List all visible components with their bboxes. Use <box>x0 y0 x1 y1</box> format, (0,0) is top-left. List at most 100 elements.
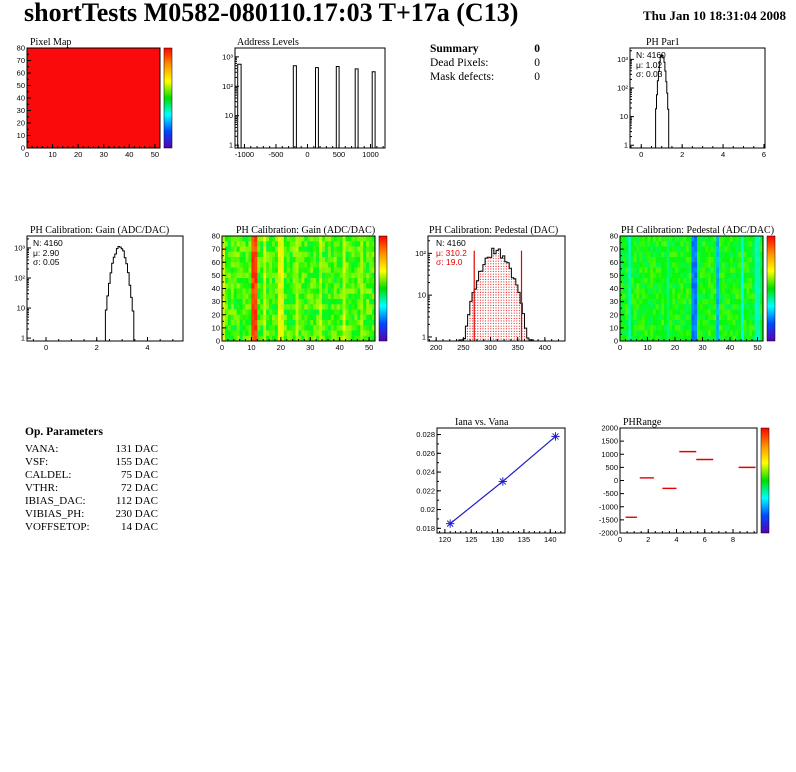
stat-entries: N: 4160 <box>636 50 666 60</box>
op-parameters-block: Op. Parameters VANA: 131 DAC VSF: 155 DAC … <box>25 426 158 534</box>
svg-text:10: 10 <box>418 291 426 300</box>
op-param-value: 131 DAC <box>115 443 158 455</box>
svg-text:1: 1 <box>21 334 25 343</box>
svg-text:0: 0 <box>305 150 309 159</box>
svg-text:0: 0 <box>25 150 29 159</box>
chart-title-pedestal-hist: PH Calibration: Pedestal (DAC) <box>429 225 559 236</box>
svg-text:1000: 1000 <box>362 150 379 159</box>
chart-title-gain-map: PH Calibration: Gain (ADC/DAC) <box>236 225 376 236</box>
summary-row-label: Mask defects: <box>430 71 495 83</box>
svg-text:0: 0 <box>614 337 618 346</box>
summary-row-label: Dead Pixels: <box>430 57 489 69</box>
stat-mean: μ: 2.90 <box>33 247 60 258</box>
ph-par1-stats: N: 4160 μ: 1.02 σ: 0.03 <box>636 50 666 80</box>
page-title: shortTests M0582-080110.17:03 T+17a (C13… <box>24 0 519 27</box>
svg-text:10: 10 <box>48 150 56 159</box>
svg-text:4: 4 <box>674 535 678 544</box>
svg-text:50: 50 <box>151 150 159 159</box>
gain-map-chart: 0 10 20 30 40 50 0 10 20 30 40 50 60 70 80 <box>212 232 388 352</box>
op-param-value: 155 DAC <box>115 456 158 468</box>
svg-text:50: 50 <box>610 271 618 280</box>
svg-text:0.024: 0.024 <box>416 468 435 477</box>
ph-par1-chart: 0 2 4 6 1 10 10² 10³ <box>617 47 766 159</box>
svg-text:10³: 10³ <box>14 243 25 252</box>
svg-text:0: 0 <box>639 150 643 159</box>
svg-text:-2000: -2000 <box>599 529 618 538</box>
svg-text:500: 500 <box>333 150 346 159</box>
op-parameters-title: Op. Parameters <box>25 426 103 438</box>
svg-text:-1000: -1000 <box>599 502 618 511</box>
chart-title-ph-range: PHRange <box>623 417 662 428</box>
svg-text:30: 30 <box>100 150 108 159</box>
svg-text:70: 70 <box>610 245 618 254</box>
op-param-label: IBIAS_DAC: <box>25 495 86 507</box>
svg-text:60: 60 <box>212 258 220 267</box>
svg-text:20: 20 <box>610 310 618 319</box>
chart-title-address-levels: Address Levels <box>237 37 299 48</box>
iana-vs-vana-chart: 120 125 130 135 140 0.018 0.02 0.022 0.024 0.026 0… <box>416 427 566 544</box>
svg-text:60: 60 <box>17 69 25 78</box>
svg-text:-500: -500 <box>603 489 618 498</box>
svg-text:6: 6 <box>703 535 707 544</box>
svg-text:135: 135 <box>518 535 531 544</box>
op-param-label: VANA: <box>25 443 59 455</box>
svg-text:10: 10 <box>212 323 220 332</box>
svg-text:20: 20 <box>671 343 679 352</box>
svg-text:2: 2 <box>95 343 99 352</box>
svg-text:10³: 10³ <box>617 55 628 64</box>
svg-text:10²: 10² <box>222 82 233 91</box>
stat-mean: μ: 310.2 <box>436 247 467 258</box>
svg-text:10²: 10² <box>415 249 426 258</box>
svg-text:80: 80 <box>17 44 25 53</box>
svg-text:10: 10 <box>17 304 25 313</box>
svg-text:1500: 1500 <box>601 437 618 446</box>
svg-text:250: 250 <box>457 343 470 352</box>
svg-text:40: 40 <box>610 284 618 293</box>
stat-mean: μ: 1.02 <box>636 59 663 70</box>
svg-text:2: 2 <box>680 150 684 159</box>
chart-title-ph-par1: PH Par1 <box>646 37 680 48</box>
gain-hist-stats: N: 4160 μ: 2.90 σ: 0.05 <box>33 238 63 268</box>
svg-text:10: 10 <box>225 111 233 120</box>
svg-text:140: 140 <box>544 535 557 544</box>
svg-text:10: 10 <box>610 323 618 332</box>
op-param-value: 112 DAC <box>115 495 158 507</box>
svg-text:70: 70 <box>212 245 220 254</box>
svg-text:20: 20 <box>277 343 285 352</box>
svg-text:2000: 2000 <box>601 424 618 433</box>
svg-text:40: 40 <box>212 284 220 293</box>
pedestal-map-chart: 0 10 20 30 40 50 0 10 20 30 40 50 60 70 80 <box>610 232 776 352</box>
svg-text:130: 130 <box>491 535 504 544</box>
svg-text:40: 40 <box>726 343 734 352</box>
pixel-map-chart: 0 10 20 30 40 50 0 10 20 30 40 50 60 70 80 <box>17 44 173 159</box>
ph-range-chart: 0 2 4 6 8 2000 1500 1000 500 0 -500 -1000 -1500 -2000 <box>599 424 770 544</box>
svg-text:40: 40 <box>125 150 133 159</box>
svg-text:10³: 10³ <box>222 52 233 61</box>
chart-title-pixel-map: Pixel Map <box>30 37 72 48</box>
svg-text:30: 30 <box>212 297 220 306</box>
svg-text:20: 20 <box>74 150 82 159</box>
op-param-label: VSF: <box>25 456 49 468</box>
svg-text:2: 2 <box>646 535 650 544</box>
svg-text:125: 125 <box>465 535 478 544</box>
svg-text:1: 1 <box>422 332 426 341</box>
stat-sigma: σ: 19.0 <box>436 257 463 267</box>
svg-text:80: 80 <box>610 232 618 241</box>
svg-text:10: 10 <box>643 343 651 352</box>
timestamp: Thu Jan 10 18:31:04 2008 <box>642 8 786 23</box>
summary-row-value: 0 <box>534 57 540 69</box>
svg-text:50: 50 <box>365 343 373 352</box>
op-param-value: 75 DAC <box>121 469 158 481</box>
svg-text:30: 30 <box>610 297 618 306</box>
svg-text:4: 4 <box>145 343 149 352</box>
svg-text:1: 1 <box>624 141 628 150</box>
svg-text:20: 20 <box>17 119 25 128</box>
svg-text:0: 0 <box>44 343 48 352</box>
summary-block: Summary 0 Dead Pixels: 0 Mask defects: 0 <box>430 42 540 84</box>
svg-text:30: 30 <box>306 343 314 352</box>
svg-text:20: 20 <box>212 310 220 319</box>
gain-histogram-chart: 0 2 4 1 10 10² 10³ <box>14 235 184 352</box>
svg-text:40: 40 <box>17 94 25 103</box>
svg-text:0.028: 0.028 <box>416 430 435 439</box>
